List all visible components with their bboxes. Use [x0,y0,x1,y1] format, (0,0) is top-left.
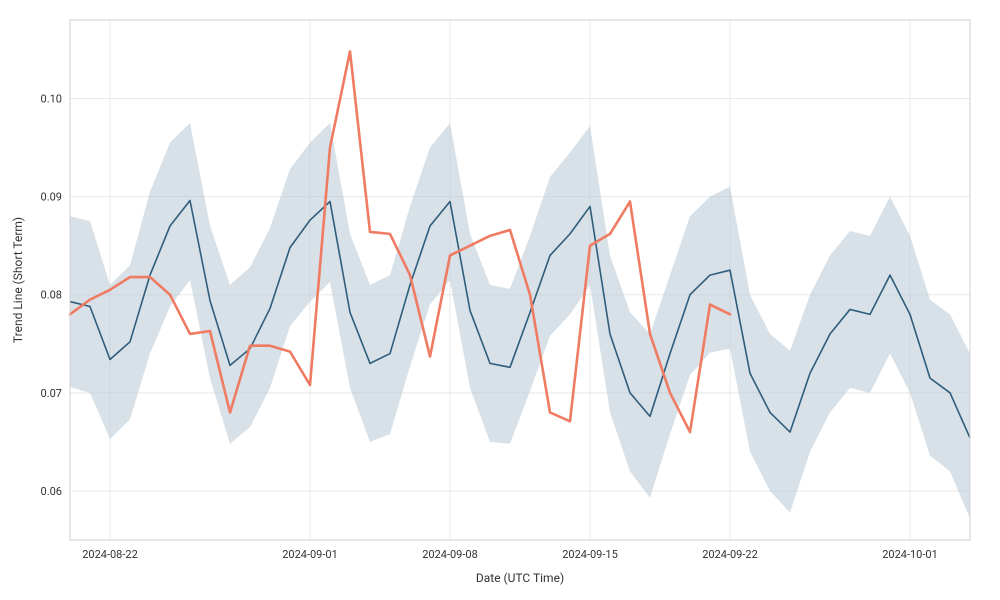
x-tick-label: 2024-09-01 [282,548,338,561]
x-tick-label: 2024-10-01 [882,548,938,561]
x-tick-label: 2024-09-15 [562,548,618,561]
x-axis-label: Date (UTC Time) [476,571,564,585]
y-tick-label: 0.10 [41,92,62,105]
x-tick-label: 2024-08-22 [82,548,138,561]
trend-chart: 0.06 0.07 0.08 0.09 0.10 2024-08-22 2024-09-01… [0,0,1000,600]
y-tick-label: 0.06 [41,485,62,498]
x-tick-label: 2024-09-08 [422,548,478,561]
x-tick-label: 2024-09-22 [702,548,758,561]
chart-svg: 0.06 0.07 0.08 0.09 0.10 2024-08-22 2024-09-01… [0,0,1000,600]
y-tick-label: 0.09 [41,191,62,204]
y-axis-label: Trend Line (Short Term) [11,217,25,343]
y-tick-label: 0.07 [41,387,62,400]
y-tick-label: 0.08 [41,289,62,302]
